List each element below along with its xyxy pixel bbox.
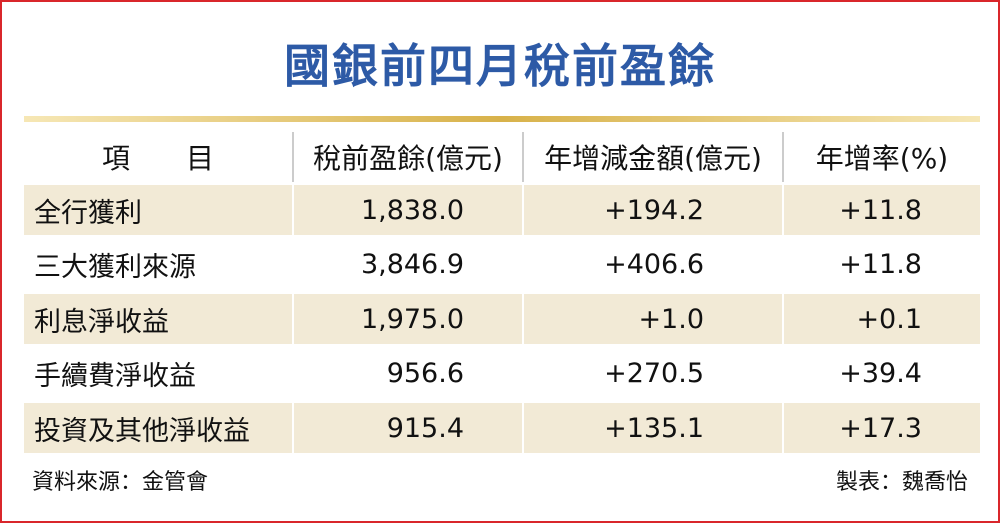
cell-value: +11.8 — [782, 185, 980, 235]
column-header: 項 目 — [101, 142, 214, 175]
column-header: 稅前盈餘(億元) — [292, 132, 522, 182]
row-label: 投資及其他淨收益 — [34, 415, 250, 447]
table-row: 利息淨收益 1,975.0 +1.0 +0.1 — [24, 294, 980, 344]
column-header: 年增率(%) — [782, 132, 980, 182]
title: 國銀前四月稅前盈餘 — [284, 39, 716, 93]
table-row: 投資及其他淨收益 915.4 +135.1 +17.3 — [24, 403, 980, 453]
author: 製表：魏喬怡 — [835, 470, 968, 495]
cell-value: +194.2 — [522, 185, 782, 235]
cell-value: +0.1 — [782, 294, 980, 344]
title-rule — [24, 116, 980, 122]
cell-value: +406.6 — [522, 239, 782, 290]
cell-value: +135.1 — [522, 403, 782, 453]
cell-value: 1,838.0 — [292, 185, 522, 235]
table-row: 三大獲利來源 3,846.9 +406.6 +11.8 — [24, 239, 980, 290]
cell-value: +1.0 — [522, 294, 782, 344]
cell-value: 1,975.0 — [292, 294, 522, 344]
row-label: 利息淨收益 — [34, 306, 169, 338]
cell-value: 3,846.9 — [292, 239, 522, 290]
cell-value: 915.4 — [292, 403, 522, 453]
cell-value: +39.4 — [782, 348, 980, 399]
cell-value: +17.3 — [782, 403, 980, 453]
header-row: 項 目 稅前盈餘(億元) 年增減金額(億元) 年增率(%) — [24, 132, 980, 182]
cell-value: 956.6 — [292, 348, 522, 399]
row-label: 三大獲利來源 — [34, 252, 196, 283]
cell-value: +11.8 — [782, 239, 980, 290]
row-label: 全行獲利 — [34, 197, 142, 229]
source: 資料來源：金管會 — [32, 470, 209, 495]
cell-value: +270.5 — [522, 348, 782, 399]
row-label: 手續費淨收益 — [34, 361, 196, 392]
table-row: 全行獲利 1,838.0 +194.2 +11.8 — [24, 185, 980, 235]
table-row: 手續費淨收益 956.6 +270.5 +39.4 — [24, 348, 980, 399]
column-header: 年增減金額(億元) — [522, 132, 782, 182]
